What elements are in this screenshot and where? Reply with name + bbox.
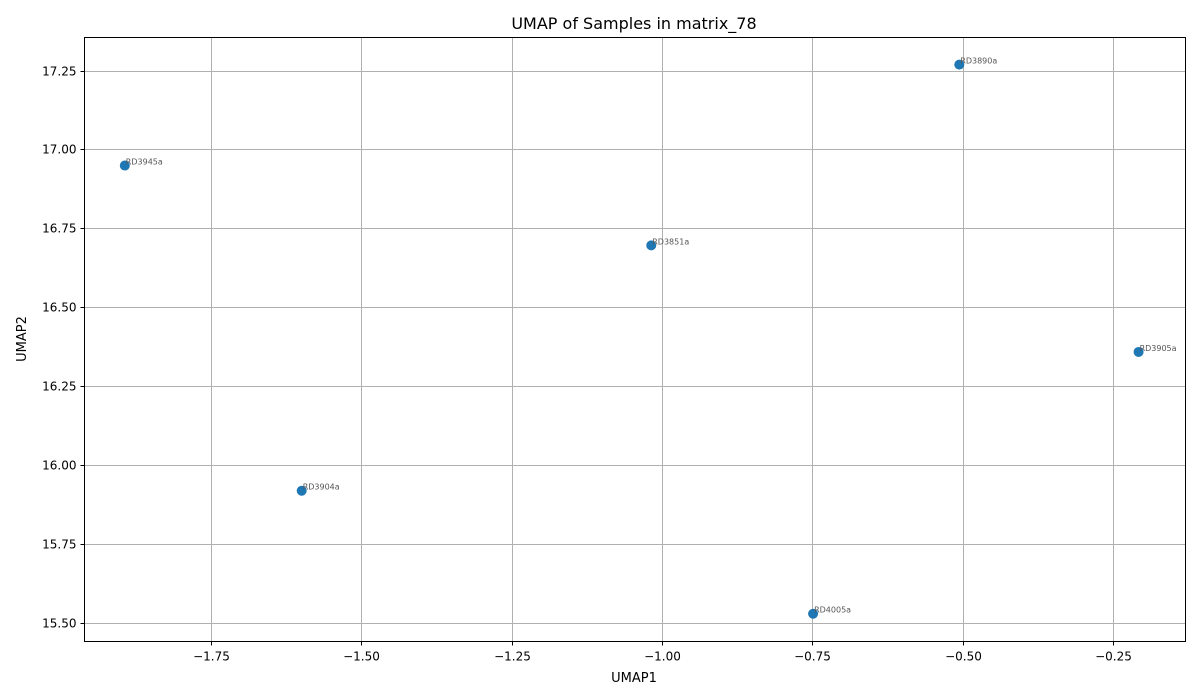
point-label-rd3904a: RD3904a bbox=[303, 483, 340, 492]
data-point-rd3945a bbox=[119, 160, 130, 171]
point-labels: RD3945a RD3904a RD3851a RD4005a RD3890a RD390… bbox=[126, 57, 1177, 615]
axis-ticks: −1.75 −1.50 −1.25 −1.00 −0.75 −0.50 −0.25 15.50… bbox=[42, 65, 1132, 664]
y-tick-label: 16.00 bbox=[42, 459, 76, 473]
x-tick-label: −0.75 bbox=[794, 650, 831, 664]
grid-lines bbox=[84, 37, 1186, 642]
y-tick-label: 15.50 bbox=[42, 617, 76, 631]
data-point-rd3904a bbox=[296, 485, 307, 496]
data-point-rd3851a bbox=[646, 240, 657, 251]
point-label-rd3851a: RD3851a bbox=[652, 237, 689, 246]
x-axis-label: UMAP1 bbox=[611, 671, 657, 686]
point-label-rd3890a: RD3890a bbox=[960, 57, 997, 66]
x-tick-label: −1.00 bbox=[644, 650, 681, 664]
data-points bbox=[119, 59, 1144, 619]
point-label-rd3945a: RD3945a bbox=[126, 158, 163, 167]
chart-title: UMAP of Samples in matrix_78 bbox=[511, 14, 756, 34]
data-point-rd3905a bbox=[1133, 346, 1144, 357]
y-tick-label: 16.25 bbox=[42, 380, 76, 394]
y-tick-label: 15.75 bbox=[42, 538, 76, 552]
plot-area-frame bbox=[84, 37, 1186, 642]
data-point-rd3890a bbox=[954, 59, 965, 70]
y-axis-label: UMAP2 bbox=[15, 316, 30, 362]
y-tick-label: 17.25 bbox=[42, 65, 76, 79]
x-tick-label: −1.50 bbox=[343, 650, 380, 664]
x-tick-label: −1.75 bbox=[193, 650, 230, 664]
point-label-rd3905a: RD3905a bbox=[1140, 344, 1177, 353]
y-tick-label: 17.00 bbox=[42, 143, 76, 157]
data-point-rd4005a bbox=[808, 608, 819, 619]
point-label-rd4005a: RD4005a bbox=[814, 606, 851, 615]
x-tick-label: −0.50 bbox=[945, 650, 982, 664]
x-tick-label: −0.25 bbox=[1095, 650, 1132, 664]
y-tick-label: 16.50 bbox=[42, 301, 76, 315]
x-tick-label: −1.25 bbox=[494, 650, 531, 664]
y-tick-label: 16.75 bbox=[42, 222, 76, 236]
